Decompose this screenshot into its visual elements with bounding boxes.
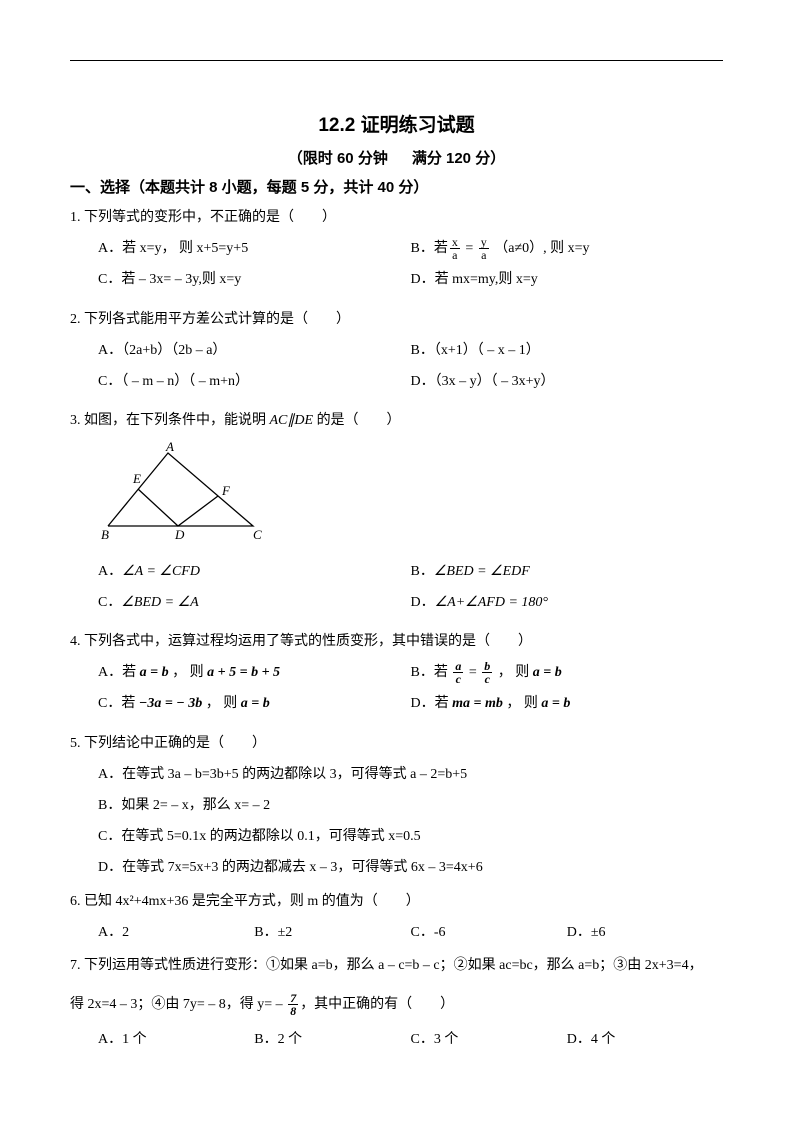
section-1-header: 一、选择（本题共计 8 小题，每题 5 分，共计 40 分） xyxy=(70,176,723,197)
q1-b-post: （a≠0）, 则 x=y xyxy=(494,241,589,256)
q3-opt-a: A．∠A = ∠CFD xyxy=(98,559,411,584)
header-rule xyxy=(70,60,723,61)
q7-opt-c: C．3 个 xyxy=(411,1027,567,1052)
question-4: 4. 下列各式中，运算过程均运用了等式的性质变形，其中错误的是（ ） A．若 a… xyxy=(70,629,723,723)
q2-options: A．（2a+b）（2b – a） B．（x+1）（ – x – 1） C．（ –… xyxy=(70,338,723,400)
q5-opt-d: D．在等式 7x=5x+3 的两边都减去 x – 3，可得等式 6x – 3=4… xyxy=(70,855,723,880)
q3-opt-c: C．∠BED = ∠A xyxy=(98,590,411,615)
question-3: 3. 如图，在下列条件中，能说明 AC∥DE 的是（ ） A E F B D C… xyxy=(70,408,723,621)
q7-stem-1: 7. 下列运用等式性质进行变形：①如果 a=b，那么 a – c=b – c；②… xyxy=(70,953,723,978)
full-score: 满分 120 分） xyxy=(412,150,505,167)
page-title: 12.2 证明练习试题 xyxy=(70,110,723,137)
q4-options: A．若 a = b ， 则 a + 5 = b + 5 B．若 ac = bc … xyxy=(70,660,723,722)
q3-stem: 3. 如图，在下列条件中，能说明 AC∥DE 的是（ ） xyxy=(70,408,723,433)
q2-opt-b: B．（x+1）（ – x – 1） xyxy=(411,338,724,363)
svg-text:F: F xyxy=(221,483,231,498)
frac-x-a: xa xyxy=(450,236,460,261)
q7-options: A．1 个 B．2 个 C．3 个 D．4 个 xyxy=(70,1027,723,1052)
q5-opt-b: B．如果 2= – x，那么 x= – 2 xyxy=(70,793,723,818)
svg-text:B: B xyxy=(101,527,109,541)
q1-opt-b: B．若xa = ya （a≠0）, 则 x=y xyxy=(411,236,724,261)
q5-opt-a: A．在等式 3a – b=3b+5 的两边都除以 3，可得等式 a – 2=b+… xyxy=(70,762,723,787)
q3-diagram: A E F B D C xyxy=(98,441,723,550)
svg-text:E: E xyxy=(132,471,141,486)
q1-opt-a: A．若 x=y， 则 x+5=y+5 xyxy=(98,236,411,261)
q4-opt-d: D．若 ma = mb ， 则 a = b xyxy=(411,691,724,716)
q3-opt-d: D．∠A+∠AFD = 180° xyxy=(411,590,724,615)
q4-opt-a: A．若 a = b ， 则 a + 5 = b + 5 xyxy=(98,660,411,685)
frac-b-c: bc xyxy=(482,660,492,685)
q6-stem: 6. 已知 4x²+4mx+36 是完全平方式，则 m 的值为（ ） xyxy=(70,889,723,914)
q6-opt-d: D．±6 xyxy=(567,920,723,945)
q2-stem: 2. 下列各式能用平方差公式计算的是（ ） xyxy=(70,307,723,332)
q6-opt-c: C．-6 xyxy=(411,920,567,945)
q2-opt-a: A．（2a+b）（2b – a） xyxy=(98,338,411,363)
q1-b-pre: B．若 xyxy=(411,241,448,256)
q1-opt-c: C．若 – 3x= – 3y,则 x=y xyxy=(98,267,411,292)
question-2: 2. 下列各式能用平方差公式计算的是（ ） A．（2a+b）（2b – a） B… xyxy=(70,307,723,401)
q2-opt-c: C．（ – m – n）（ – m+n） xyxy=(98,369,411,394)
q1-opt-d: D．若 mx=my,则 x=y xyxy=(411,267,724,292)
q4-opt-c: C．若 −3a = − 3b ， 则 a = b xyxy=(98,691,411,716)
question-6: 6. 已知 4x²+4mx+36 是完全平方式，则 m 的值为（ ） A．2 B… xyxy=(70,889,723,945)
q5-stem: 5. 下列结论中正确的是（ ） xyxy=(70,731,723,756)
q7-stem-2: 得 2x=4 – 3；④由 7y= – 8，得 y= – 78，其中正确的有（ … xyxy=(70,992,723,1017)
q1-stem: 1. 下列等式的变形中，不正确的是（ ） xyxy=(70,205,723,230)
svg-text:A: A xyxy=(165,441,174,454)
q1-options: A．若 x=y， 则 x+5=y+5 B．若xa = ya （a≠0）, 则 x… xyxy=(70,236,723,298)
q6-opt-b: B．±2 xyxy=(254,920,410,945)
q3-opt-b: B．∠BED = ∠EDF xyxy=(411,559,724,584)
time-limit: （限时 60 分钟 xyxy=(288,150,388,167)
frac-y-a: ya xyxy=(479,236,489,261)
svg-text:C: C xyxy=(253,527,262,541)
question-1: 1. 下列等式的变形中，不正确的是（ ） A．若 x=y， 则 x+5=y+5 … xyxy=(70,205,723,299)
q2-opt-d: D．（3x – y）（ – 3x+y） xyxy=(411,369,724,394)
question-5: 5. 下列结论中正确的是（ ） A．在等式 3a – b=3b+5 的两边都除以… xyxy=(70,731,723,881)
question-7: 7. 下列运用等式性质进行变形：①如果 a=b，那么 a – c=b – c；②… xyxy=(70,953,723,1053)
q6-opt-a: A．2 xyxy=(98,920,254,945)
q4-opt-b: B．若 ac = bc ， 则 a = b xyxy=(411,660,724,685)
svg-text:D: D xyxy=(174,527,185,541)
page-subtitle: （限时 60 分钟 满分 120 分） xyxy=(70,147,723,168)
q3-options: A．∠A = ∠CFD B．∠BED = ∠EDF C．∠BED = ∠A D．… xyxy=(70,559,723,621)
frac-7-8: 78 xyxy=(288,992,298,1017)
q7-opt-a: A．1 个 xyxy=(98,1027,254,1052)
q6-options: A．2 B．±2 C．-6 D．±6 xyxy=(70,920,723,945)
q7-opt-d: D．4 个 xyxy=(567,1027,723,1052)
q5-opt-c: C．在等式 5=0.1x 的两边都除以 0.1，可得等式 x=0.5 xyxy=(70,824,723,849)
q7-opt-b: B．2 个 xyxy=(254,1027,410,1052)
frac-a-c: ac xyxy=(453,660,463,685)
q5-options: A．在等式 3a – b=3b+5 的两边都除以 3，可得等式 a – 2=b+… xyxy=(70,762,723,881)
q4-stem: 4. 下列各式中，运算过程均运用了等式的性质变形，其中错误的是（ ） xyxy=(70,629,723,654)
